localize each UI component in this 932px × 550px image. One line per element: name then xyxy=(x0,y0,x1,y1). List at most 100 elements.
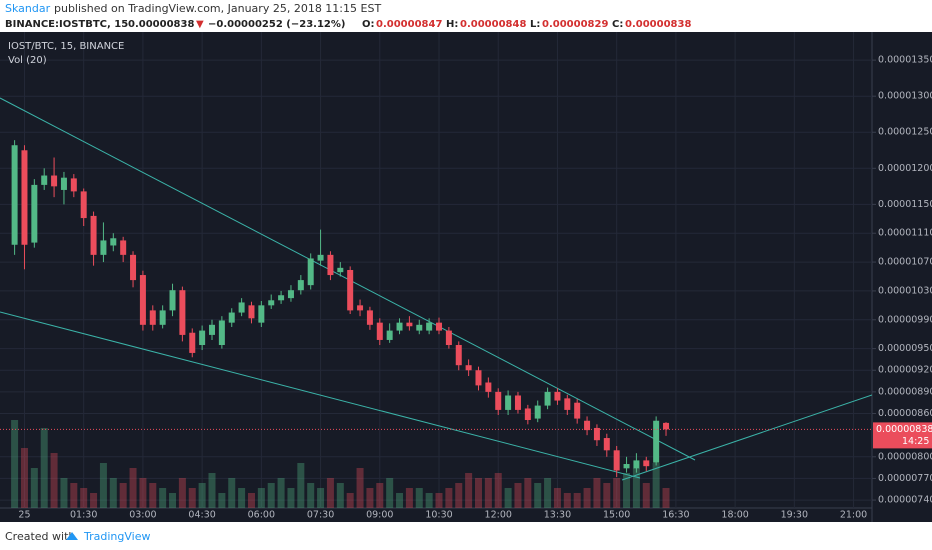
footer-bar xyxy=(0,522,932,550)
y-tick-label: 0.00001150 xyxy=(878,199,932,210)
grid xyxy=(0,32,872,508)
volume-bar xyxy=(307,483,315,508)
candle-body xyxy=(169,290,176,311)
volume-bar xyxy=(396,493,404,508)
candle-body xyxy=(317,254,324,261)
candle-body xyxy=(287,290,294,299)
x-tick-label: 06:00 xyxy=(248,510,275,521)
volume-bar xyxy=(366,488,374,508)
volume-bar xyxy=(188,488,196,508)
y-tick-label: 0.00000800 xyxy=(878,451,932,462)
candle-body xyxy=(179,290,186,335)
y-tick-label: 0.00001070 xyxy=(878,257,932,268)
candle-body xyxy=(603,438,610,451)
volume-bar xyxy=(20,448,28,508)
candle-body xyxy=(70,178,77,192)
candle-body xyxy=(228,312,235,323)
volume-bar xyxy=(632,468,640,508)
volume-bar xyxy=(386,478,394,508)
candle-body xyxy=(110,238,117,246)
candle-body xyxy=(406,322,413,327)
x-tick-label: 12:00 xyxy=(485,510,512,521)
volume-bar xyxy=(553,488,561,508)
candle-body xyxy=(366,310,373,325)
y-tick-label: 0.00001250 xyxy=(878,127,932,138)
x-tick-label: 15:00 xyxy=(603,510,630,521)
candle-body xyxy=(159,310,166,325)
volume-bar xyxy=(267,483,275,508)
candle-body xyxy=(593,427,600,441)
candle-body xyxy=(505,395,512,410)
candle-body xyxy=(278,295,285,301)
volume-bar xyxy=(484,478,492,508)
volume-bar xyxy=(376,483,384,508)
y-tick-label: 0.00001110 xyxy=(878,228,932,239)
candle-body xyxy=(436,322,443,331)
volume-bar xyxy=(30,468,38,508)
volume-bar xyxy=(524,478,532,508)
candle-body xyxy=(485,382,492,392)
volume-bar xyxy=(149,483,157,508)
volume-bar xyxy=(90,493,98,508)
volume-legend: Vol (20) xyxy=(8,55,47,66)
candle-body xyxy=(21,150,28,245)
y-tick-label: 0.00001200 xyxy=(878,163,932,174)
logo xyxy=(66,532,78,540)
candle-body xyxy=(653,420,660,463)
volume-bar xyxy=(356,468,364,508)
candle-body xyxy=(41,175,48,185)
author[interactable]: Skandar xyxy=(5,2,51,15)
candle-body xyxy=(524,408,531,421)
candle-body xyxy=(574,402,581,419)
candle-body xyxy=(327,254,334,276)
trendline xyxy=(0,311,641,479)
volume-bar xyxy=(603,483,611,508)
o: 0.00000847 xyxy=(376,19,442,30)
candle-body xyxy=(238,302,245,313)
l: 0.00000829 xyxy=(542,19,608,30)
volume-bar xyxy=(445,488,453,508)
x-tick-label: 18:00 xyxy=(721,510,748,521)
volume-bar xyxy=(504,488,512,508)
volume-bar xyxy=(257,488,265,508)
volume-bar xyxy=(613,478,621,508)
volume-bar xyxy=(317,488,325,508)
c-label: C: xyxy=(612,19,623,30)
volume-bar xyxy=(287,488,295,508)
candle-body xyxy=(475,370,482,386)
candle-body xyxy=(416,324,423,331)
candle-body xyxy=(199,330,206,346)
published: published on TradingView.com, January 25… xyxy=(54,2,381,15)
volume-bar xyxy=(11,420,19,508)
symbol: BINANCE:IOSTBTC, 15 xyxy=(5,19,128,30)
candle-body xyxy=(564,398,571,410)
volume-bar xyxy=(70,483,78,508)
candle-body xyxy=(376,322,383,340)
last-price-box xyxy=(873,422,932,449)
x-tick-label: 04:30 xyxy=(188,510,215,521)
candle-body xyxy=(80,191,87,219)
candle-body xyxy=(643,460,650,467)
volume-bar xyxy=(455,483,463,508)
candle-body xyxy=(90,215,97,255)
x-tick-label: 16:30 xyxy=(662,510,689,521)
created-with: Created with xyxy=(5,530,75,543)
volume-bar xyxy=(208,473,216,508)
y-tick-label: 0.00000770 xyxy=(878,473,932,484)
candle-body xyxy=(51,175,58,187)
volume-bar xyxy=(435,493,443,508)
volume-bar xyxy=(129,468,137,508)
y-tick-label: 0.00000920 xyxy=(878,365,932,376)
x-tick-label: 25 xyxy=(18,510,30,521)
change: −0.00000252 (−23.12%) xyxy=(208,19,345,30)
volume-bar xyxy=(50,453,58,508)
candle-body xyxy=(396,322,403,331)
y-tick-label: 0.00000740 xyxy=(878,495,932,506)
brand[interactable]: TradingView xyxy=(83,530,150,543)
volume-bar xyxy=(583,488,591,508)
x-tick-label: 03:00 xyxy=(129,510,156,521)
volume-bar xyxy=(277,478,285,508)
candle-body xyxy=(613,450,620,471)
candle-body xyxy=(455,345,462,366)
